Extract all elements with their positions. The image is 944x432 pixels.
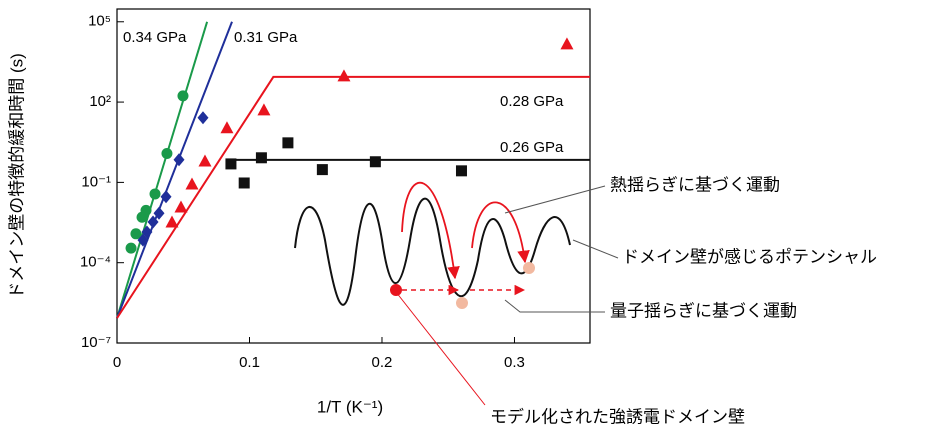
fit-line: [117, 22, 232, 318]
point: [456, 165, 467, 176]
x-tick-label: 0.1: [239, 354, 260, 371]
fit-line: [117, 22, 207, 318]
y-tick-label: 10⁻⁴: [80, 254, 111, 271]
point: [560, 37, 573, 49]
series-label: 0.31 GPa: [234, 29, 298, 46]
point: [141, 205, 152, 216]
point: [257, 103, 270, 115]
series-label: 0.26 GPa: [500, 139, 564, 156]
point: [370, 156, 381, 167]
y-tick-label: 10⁻¹: [81, 173, 111, 190]
chart: ドメイン壁の特徴的緩和時間 (s) 1/T (K⁻¹) 熱揺らぎに基づく運動 ド…: [0, 0, 944, 432]
x-tick-label: 0.2: [372, 354, 393, 371]
y-tick-label: 10⁻⁷: [81, 334, 111, 351]
point: [174, 201, 187, 213]
point: [161, 148, 172, 159]
potential-diagram: [295, 183, 618, 405]
y-tick-label: 10⁵: [88, 13, 111, 30]
point: [197, 111, 208, 124]
annotation: モデル化された強誘電ドメイン壁: [490, 406, 745, 426]
point: [165, 216, 178, 228]
annotation: 量子揺らぎに基づく運動: [610, 301, 797, 320]
plot-frame: [117, 9, 590, 343]
point: [220, 121, 233, 133]
point: [177, 90, 188, 101]
annotation: 熱揺らぎに基づく運動: [610, 175, 780, 194]
point: [282, 137, 293, 148]
fit-line: [117, 77, 590, 318]
point: [126, 243, 137, 254]
point: [198, 154, 211, 166]
annotation: ドメイン壁が感じるポテンシャル: [622, 247, 877, 266]
point: [317, 164, 328, 175]
point: [225, 158, 236, 169]
series-label: 0.34 GPa: [123, 29, 187, 46]
point: [150, 188, 161, 199]
series-label: 0.28 GPa: [500, 93, 564, 110]
x-axis-title: 1/T (K⁻¹): [317, 397, 383, 416]
x-tick-label: 0: [113, 354, 121, 371]
point: [256, 152, 267, 163]
y-axis-title: ドメイン壁の特徴的緩和時間 (s): [7, 53, 26, 299]
x-tick-label: 0.3: [504, 354, 525, 371]
point: [185, 178, 198, 190]
point: [337, 69, 350, 81]
y-tick-label: 10²: [89, 93, 111, 110]
point: [239, 177, 250, 188]
point: [174, 153, 185, 166]
